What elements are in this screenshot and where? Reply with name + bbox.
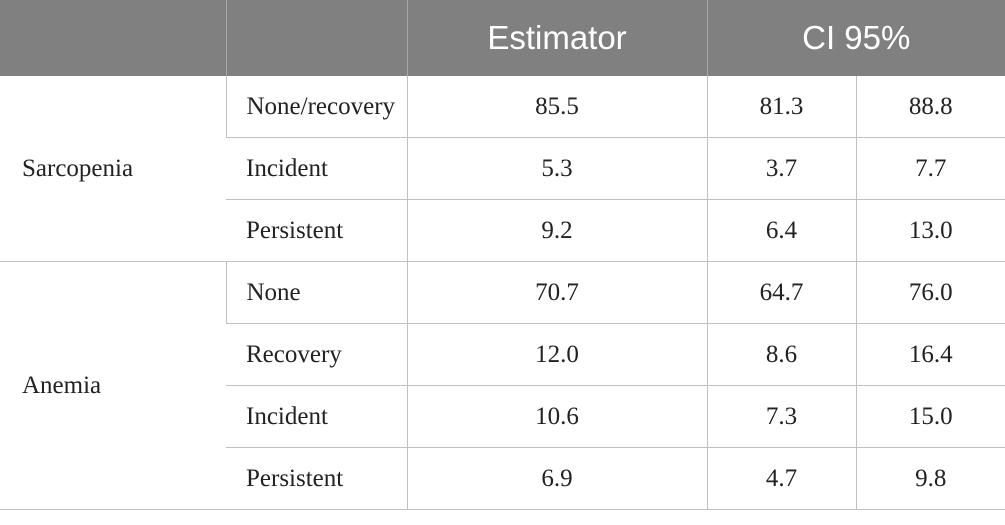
table-row: Persistent 9.2 6.4 13.0	[0, 199, 1005, 262]
row-label: Persistent	[226, 199, 407, 262]
row-label: Persistent	[226, 447, 407, 510]
ci-low-value: 8.6	[706, 323, 856, 386]
row-label: Incident	[226, 137, 407, 200]
estimator-value: 85.5	[406, 76, 707, 138]
ci-low-value: 6.4	[706, 199, 856, 262]
estimator-value: 6.9	[406, 447, 707, 510]
row-label: Incident	[226, 385, 407, 448]
estimator-value: 12.0	[406, 323, 707, 386]
ci-low-value: 64.7	[706, 261, 856, 324]
table-row: Persistent 6.9 4.7 9.8	[0, 447, 1005, 510]
estimator-value: 9.2	[406, 199, 707, 262]
ci-high-value: 9.8	[855, 447, 1005, 510]
ci-low-value: 4.7	[706, 447, 856, 510]
header-row: Estimator CI 95%	[0, 0, 1005, 76]
table-row: Recovery 12.0 8.6 16.4	[0, 323, 1005, 386]
ci-high-value: 88.8	[855, 76, 1005, 138]
header-blank-category	[225, 0, 407, 76]
table-row: Incident 5.3 3.7 7.7	[0, 137, 1005, 200]
ci-low-value: 3.7	[706, 137, 856, 200]
row-label: None/recovery	[225, 76, 407, 138]
table-row: Anemia None 70.7 64.7 76.0	[0, 261, 1005, 510]
estimator-value: 5.3	[406, 137, 707, 200]
ci-high-value: 13.0	[855, 199, 1005, 262]
row-label: Recovery	[226, 323, 407, 386]
table-header: Estimator CI 95%	[0, 0, 1005, 76]
ci-high-value: 16.4	[855, 323, 1005, 386]
group-sarcopenia: Sarcopenia	[0, 76, 226, 262]
ci-high-value: 76.0	[855, 261, 1005, 324]
estimator-value: 10.6	[406, 385, 707, 448]
table-row: Sarcopenia None/recovery 85.5 81.3 88.8	[0, 76, 1005, 262]
header-ci-95: CI 95%	[706, 0, 1005, 76]
header-blank-group	[0, 0, 226, 76]
table-row: Incident 10.6 7.3 15.0	[0, 385, 1005, 448]
estimator-value: 70.7	[406, 261, 707, 324]
header-estimator: Estimator	[406, 0, 707, 76]
ci-low-value: 81.3	[706, 76, 856, 138]
row-label: None	[225, 261, 407, 324]
ci-high-value: 15.0	[855, 385, 1005, 448]
results-table: Estimator CI 95% Sarcopenia None/recover…	[0, 0, 1005, 510]
group-anemia: Anemia	[0, 261, 226, 510]
table-body: Sarcopenia None/recovery 85.5 81.3 88.8 …	[0, 76, 1005, 510]
ci-low-value: 7.3	[706, 385, 856, 448]
ci-high-value: 7.7	[855, 137, 1005, 200]
